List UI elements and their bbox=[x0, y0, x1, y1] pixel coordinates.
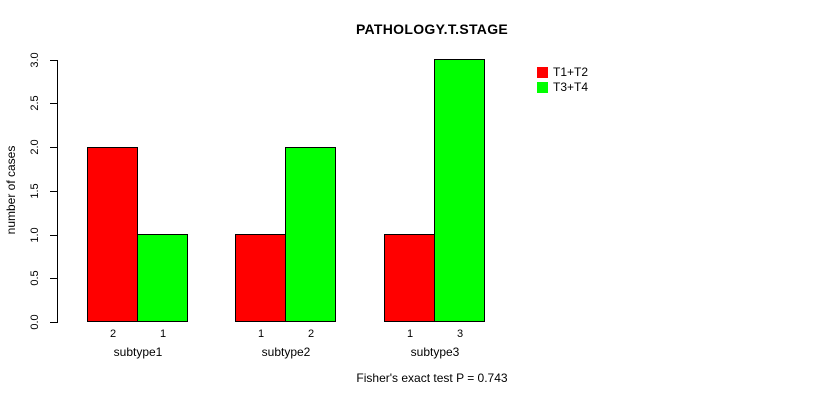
y-axis-tick bbox=[50, 103, 57, 104]
y-axis-tick-label: 1.0 bbox=[29, 227, 41, 243]
y-axis-tick bbox=[50, 60, 57, 61]
legend: T1+T2 T3+T4 bbox=[537, 65, 588, 95]
bar-subtype3-series-0 bbox=[384, 234, 435, 322]
y-axis-tick bbox=[50, 235, 57, 236]
bar-subtype2-series-0 bbox=[235, 234, 286, 322]
legend-swatch-icon bbox=[537, 82, 548, 93]
bar-value-label: 1 bbox=[406, 328, 414, 340]
y-axis-line bbox=[57, 60, 58, 323]
y-axis-tick bbox=[50, 147, 57, 148]
y-axis-tick-label: 0.5 bbox=[29, 270, 41, 286]
y-axis-tick-label: 2.0 bbox=[29, 139, 41, 155]
legend-swatch-icon bbox=[537, 67, 548, 78]
bar-subtype2-series-1 bbox=[285, 147, 336, 322]
category-label: subtype3 bbox=[410, 345, 460, 359]
legend-item: T1+T2 bbox=[537, 65, 588, 80]
y-axis-tick-label: 0.0 bbox=[29, 314, 41, 330]
y-axis-tick bbox=[50, 322, 57, 323]
annotation-fisher-test: Fisher's exact test P = 0.743 bbox=[356, 371, 508, 385]
y-axis-tick-label: 2.5 bbox=[29, 95, 41, 111]
bar-subtype3-series-1 bbox=[434, 59, 485, 322]
bar-subtype1-series-0 bbox=[87, 147, 138, 322]
category-label: subtype2 bbox=[261, 345, 311, 359]
legend-label: T3+T4 bbox=[553, 80, 589, 94]
y-axis-tick bbox=[50, 191, 57, 192]
bar-subtype1-series-1 bbox=[137, 234, 188, 322]
chart-title: PATHOLOGY.T.STAGE bbox=[355, 21, 509, 37]
legend-item: T3+T4 bbox=[537, 80, 588, 95]
bar-value-label: 2 bbox=[109, 328, 117, 340]
legend-label: T1+T2 bbox=[553, 65, 589, 79]
y-axis-tick-label: 1.5 bbox=[29, 183, 41, 199]
bar-value-label: 3 bbox=[456, 328, 464, 340]
category-label: subtype1 bbox=[113, 345, 163, 359]
y-axis-tick-label: 3.0 bbox=[29, 52, 41, 68]
bar-value-label: 2 bbox=[307, 328, 315, 340]
y-axis-tick bbox=[50, 278, 57, 279]
bar-value-label: 1 bbox=[159, 328, 167, 340]
bar-value-label: 1 bbox=[257, 328, 265, 340]
